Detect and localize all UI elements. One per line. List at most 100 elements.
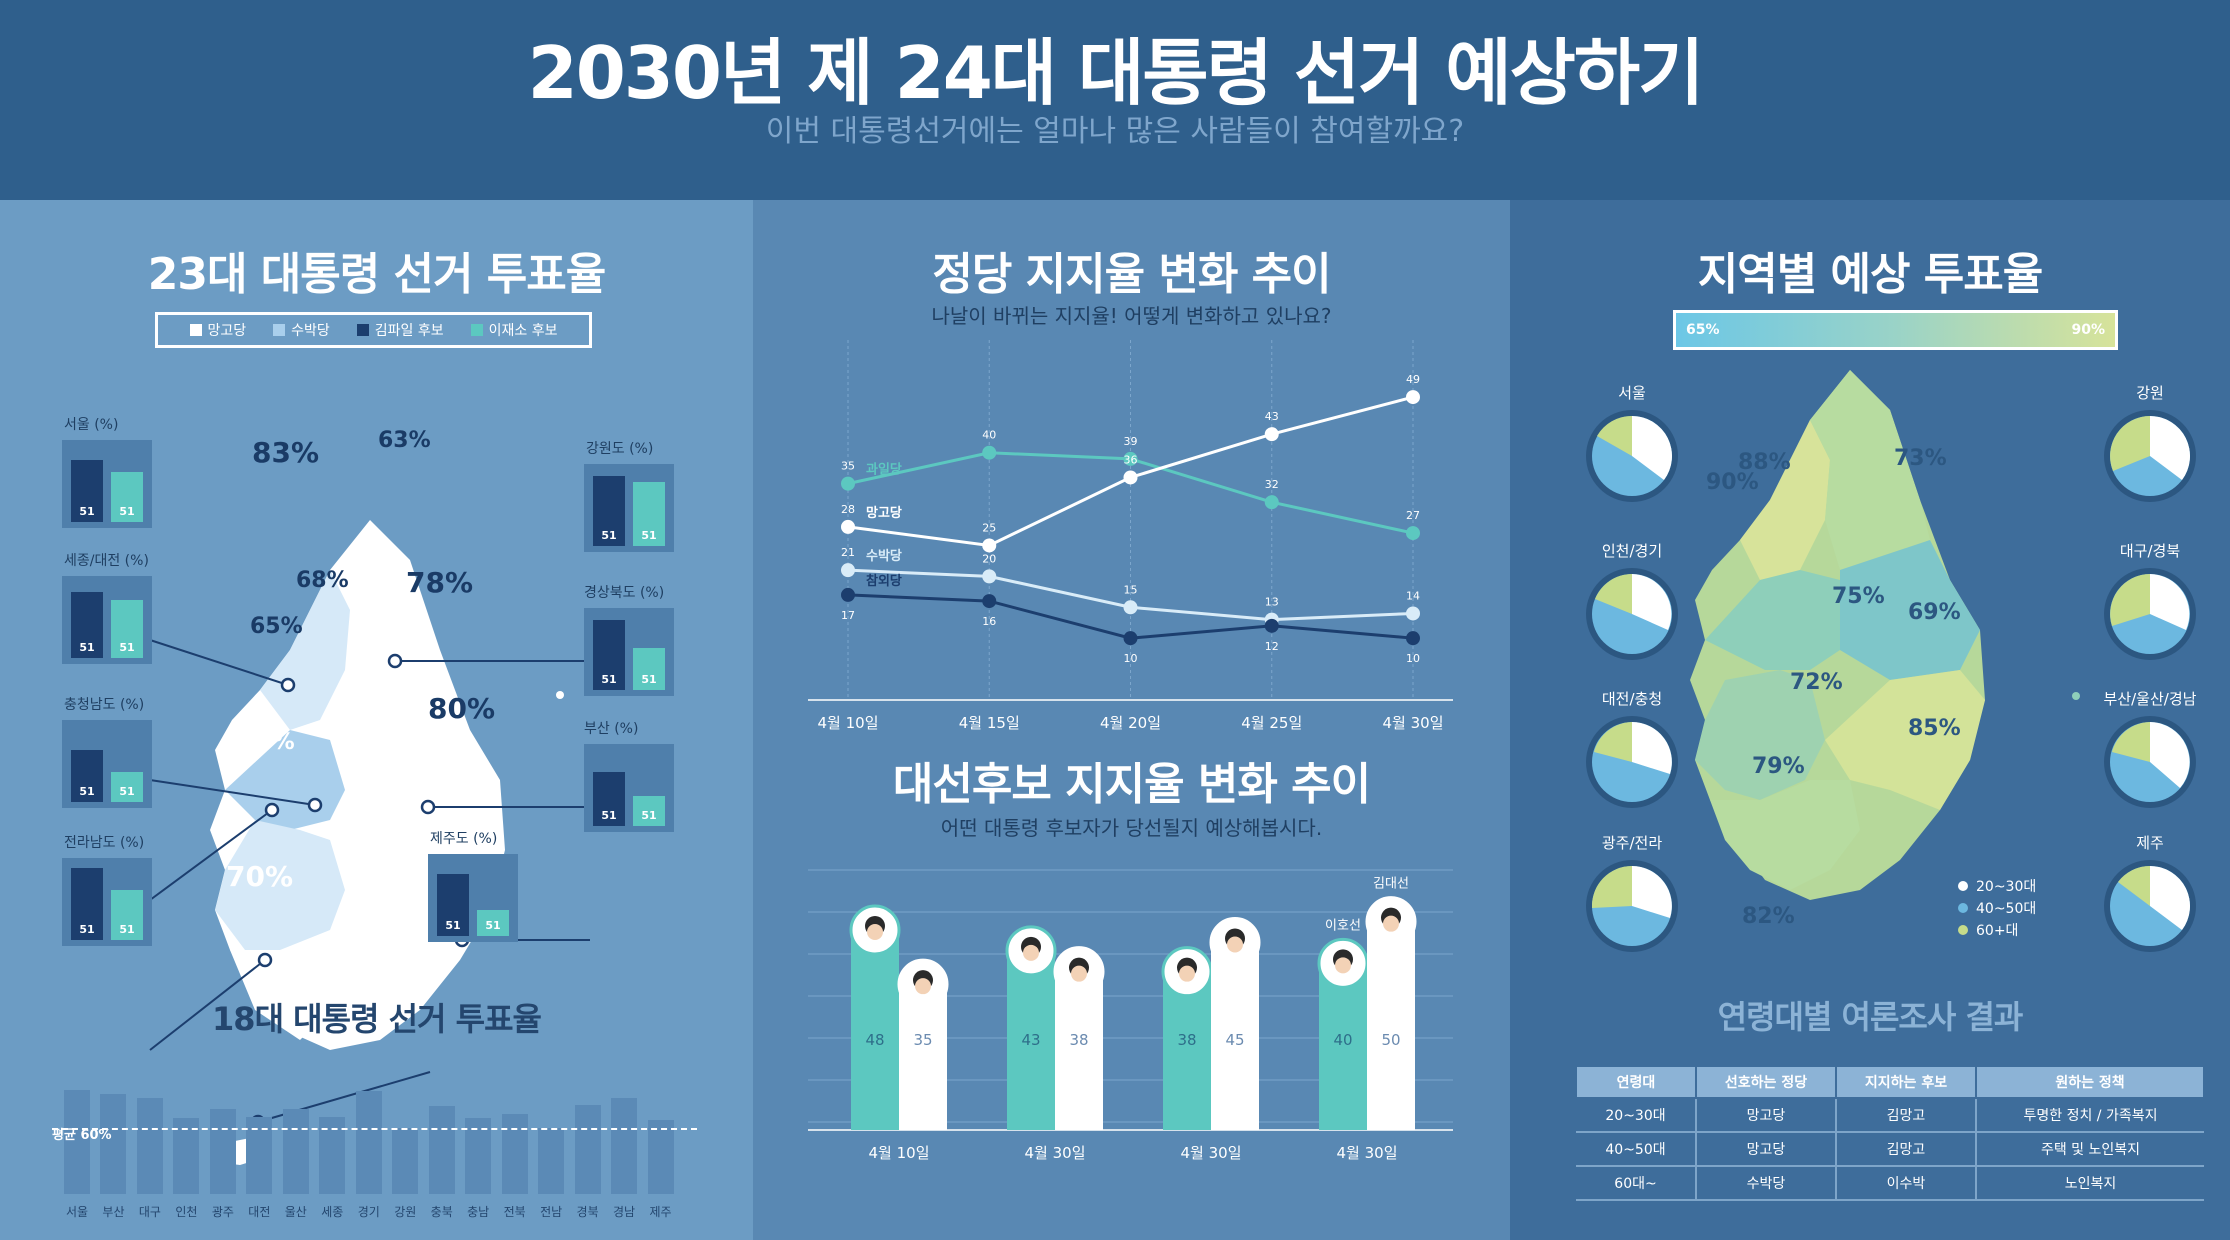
data-label: 27 (1406, 509, 1420, 522)
average-label: 평균 60% (52, 1128, 112, 1143)
series-name-label: 참외당 (866, 573, 902, 589)
table-header: 선호하는 정당 (1695, 1065, 1837, 1099)
hist-category-label: 대구 (138, 1205, 161, 1219)
right-pct-seoul: 88% (1738, 450, 1791, 475)
data-label: 49 (1406, 373, 1420, 386)
pie-chart-daegu (2104, 568, 2196, 660)
x-tick-label: 4월 20일 (1100, 714, 1161, 730)
data-point (841, 587, 855, 602)
korea-map-right (1690, 370, 2080, 900)
map-marker (264, 802, 280, 818)
region-bar: 51 (111, 772, 143, 802)
avatar-skin (1383, 915, 1399, 932)
x-tick-label: 4월 30일 (1383, 714, 1444, 730)
right-pct-incheon: 90% (1706, 470, 1759, 495)
region-bar: 51 (111, 890, 143, 940)
gradient-max: 90% (2071, 322, 2105, 338)
bar (1007, 950, 1055, 1130)
region-bar: 51 (633, 482, 665, 546)
bar (851, 930, 899, 1130)
turnout-23rd-title: 23대 대통령 선거 투표율 (147, 249, 607, 300)
hist-category-label: 전남 (540, 1205, 563, 1219)
legend-swatch (273, 324, 286, 336)
map-region-jeonbuk (1695, 670, 1825, 800)
region-bar: 51 (633, 796, 665, 826)
party-support-panel: 정당 지지율 변화 추이 나날이 바뀌는 지지율! 어떻게 변화하고 있나요? … (753, 200, 1510, 1240)
hist-bar (574, 1104, 601, 1194)
table-cell: 이수박 (1835, 1166, 1976, 1201)
x-tick-label: 4월 10일 (869, 1144, 930, 1162)
data-point (841, 563, 855, 578)
pie-chart-seoul (1586, 410, 1678, 502)
table-cell: 망고당 (1695, 1132, 1836, 1167)
data-label: 35 (841, 460, 855, 473)
table-row: 40~50대 망고당 김망고 주택 및 노인복지 (1576, 1132, 2204, 1167)
right-pct-chungbuk: 69% (1908, 600, 1961, 625)
region-box-sejong: 51 51 (62, 576, 152, 664)
pie-label: 서울 (1618, 384, 1646, 402)
legend-swatch (356, 324, 369, 336)
hist-category-label: 충북 (430, 1205, 453, 1219)
pie-label: 광주/전라 (1601, 834, 1663, 852)
pie-label: 인천/경기 (1601, 542, 1663, 560)
right-pct-jeonnam: 79% (1752, 754, 1805, 779)
data-point (1406, 606, 1420, 621)
hist-bar (136, 1097, 163, 1194)
avatar-skin (1335, 957, 1351, 974)
region-bar: 51 (477, 910, 509, 936)
data-label: 10 (1124, 652, 1138, 665)
x-tick-label: 4월 30일 (1181, 1144, 1242, 1162)
turnout-23rd-panel: 23대 대통령 선거 투표율 망고당 수박당 김파일 후보 이재소 후보 (0, 200, 753, 1240)
regional-turnout-panel: 지역별 예상 투표율 65% 90% 88% 90% 73% 69% 75% 7… (1510, 200, 2230, 1240)
map-pct-sejong: 68% (296, 568, 349, 593)
region-bar: 51 (71, 592, 103, 658)
region-label: 경상북도 (%) (584, 585, 665, 601)
bar (1163, 971, 1211, 1130)
map-marker (257, 952, 273, 968)
data-point (1406, 631, 1420, 646)
pie-label: 제주 (2136, 834, 2164, 852)
candidate-support-bar-chart: 48 35 4월 10일 43 38 4월 30일 38 45 4월 30일 40 이호선 50 김대선… (808, 869, 1453, 1162)
map-pct-chungnam: 65% (250, 614, 303, 639)
pie-chart-gangwon (2104, 410, 2196, 502)
region-box-jeju: 51 51 (428, 854, 518, 942)
bar (1055, 971, 1103, 1130)
data-label: 28 (841, 503, 855, 516)
region-label: 서울 (%) (64, 417, 119, 433)
data-point (1406, 526, 1420, 541)
bar-value-label: 45 (1225, 1031, 1244, 1049)
data-label: 13 (1265, 596, 1279, 609)
map-region-gyeongnam (1825, 670, 1985, 810)
hist-bar (501, 1114, 528, 1194)
hist-category-label: 울산 (284, 1205, 307, 1219)
map-region-jeonnam (1710, 780, 1860, 890)
hist-bar (465, 1118, 492, 1194)
data-point (1406, 390, 1420, 405)
hist-category-label: 제주 (649, 1205, 672, 1219)
bar-chart-subtitle: 어떤 대통령 후보자가 당선될지 예상해봅시다. (940, 816, 1323, 840)
map-marker (387, 653, 403, 669)
average-line (52, 1128, 697, 1130)
data-label: 39 (1124, 435, 1138, 448)
bar (1367, 921, 1415, 1130)
leader-line (149, 639, 289, 686)
series-name-label: 이호선 (1325, 918, 1361, 933)
legend-item: 이재소 후보 (470, 320, 558, 340)
pie-chart-daejeon (1586, 716, 1678, 808)
leader-line (149, 779, 316, 806)
turnout-gradient-legend: 65% 90% (1673, 310, 2118, 350)
data-label: 10 (1406, 652, 1420, 665)
right-pct-gangwon: 73% (1894, 446, 1947, 471)
region-bar: 51 (71, 460, 103, 522)
hist-category-label: 서울 (65, 1205, 89, 1219)
region-box-jeonnam: 51 51 (62, 858, 152, 946)
right-pct-jeonbuk: 72% (1790, 670, 1843, 695)
map-region-chungnam (1705, 570, 1840, 670)
data-label: 20 (982, 552, 996, 565)
hist-bar (428, 1106, 455, 1194)
map-region-gyeongbuk (1840, 540, 1980, 680)
data-point (1264, 427, 1279, 442)
region-label: 제주도 (%) (430, 831, 498, 847)
regional-title: 지역별 예상 투표율 (1697, 249, 2043, 300)
region-bar: 51 (633, 648, 665, 690)
